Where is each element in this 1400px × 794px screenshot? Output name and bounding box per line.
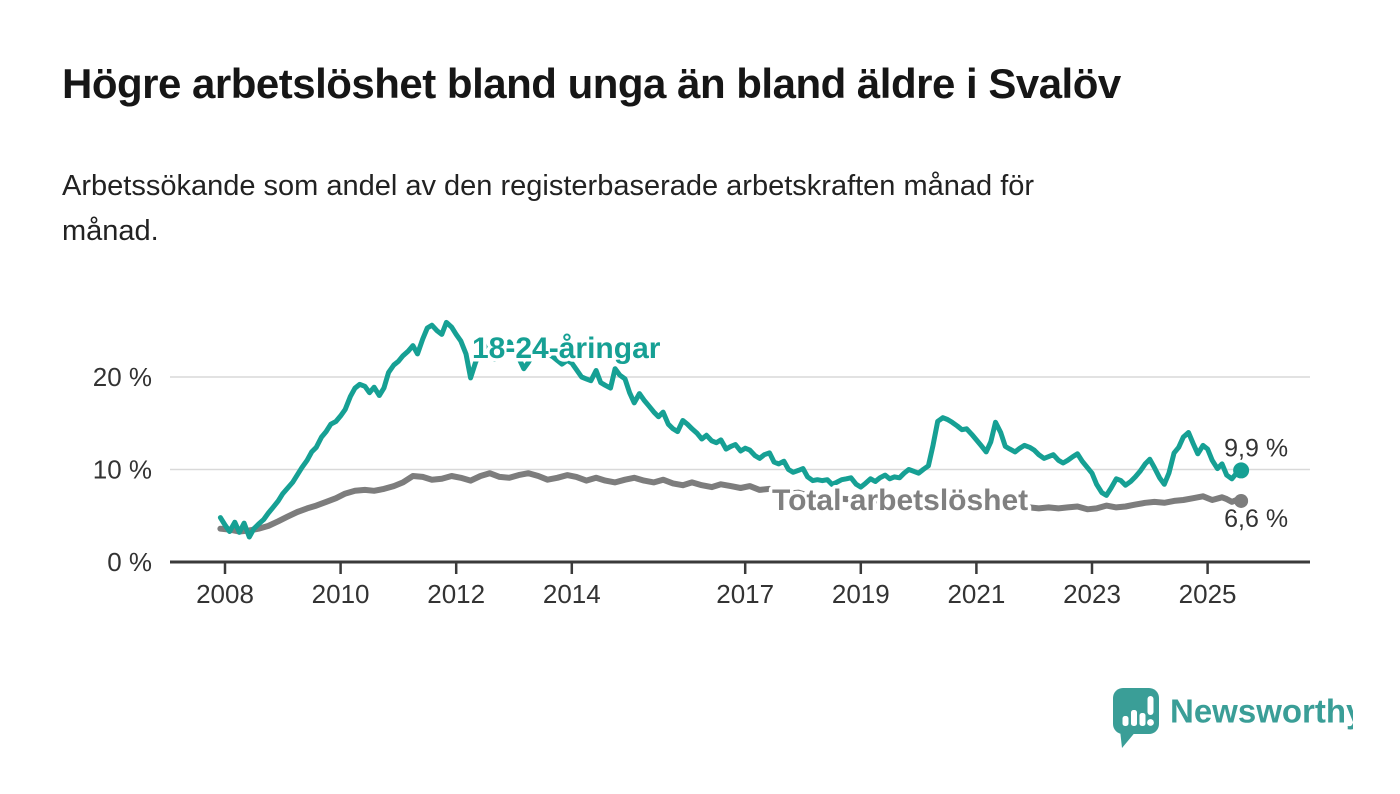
x-tick-label: 2017 [716, 579, 774, 609]
y-tick-label: 0 % [107, 547, 152, 577]
speech-bubble-tail [1120, 730, 1137, 748]
chart-subtitle: Arbetssökande som andel av den registerb… [62, 164, 1312, 254]
x-tick-label: 2014 [543, 579, 601, 609]
series-label-total: Total arbetslöshet [772, 484, 1028, 517]
y-tick-label: 20 % [93, 362, 152, 392]
value-label-youth: 9,9 % [1224, 434, 1288, 462]
subtitle-line-2: månad. [62, 215, 159, 247]
x-tick-label: 2019 [832, 579, 890, 609]
exclamation-dot [1147, 719, 1154, 726]
newsworthy-speech-bubble-icon [1113, 688, 1159, 748]
series-end-dot-youth [1233, 462, 1250, 479]
newsworthy-logo: Newsworthy [1113, 688, 1353, 748]
x-tick-label: 2008 [196, 579, 254, 609]
series-end-dot-total [1234, 493, 1249, 508]
x-tick-label: 2012 [427, 579, 485, 609]
page-title: Högre arbetslöshet bland unga än bland ä… [62, 60, 1121, 107]
value-label-total: 6,6 % [1224, 505, 1288, 533]
x-tick-label: 2023 [1063, 579, 1121, 609]
x-tick-label: 2010 [312, 579, 370, 609]
series-line-total [217, 470, 1245, 535]
x-tick-label: 2021 [947, 579, 1005, 609]
series-label-youth: 18-24-åringar [472, 332, 661, 365]
bar-chart-bar-2 [1131, 710, 1137, 726]
y-tick-label: 10 % [93, 455, 152, 485]
series-line-youth [217, 319, 1244, 540]
bar-chart-bar-1 [1122, 716, 1129, 726]
x-tick-label: 2025 [1179, 579, 1237, 609]
newsworthy-wordmark: Newsworthy [1170, 693, 1353, 730]
subtitle-line-1: Arbetssökande som andel av den registerb… [62, 170, 1035, 202]
exclamation-stem [1147, 696, 1154, 715]
bar-chart-bar-3 [1139, 713, 1146, 726]
